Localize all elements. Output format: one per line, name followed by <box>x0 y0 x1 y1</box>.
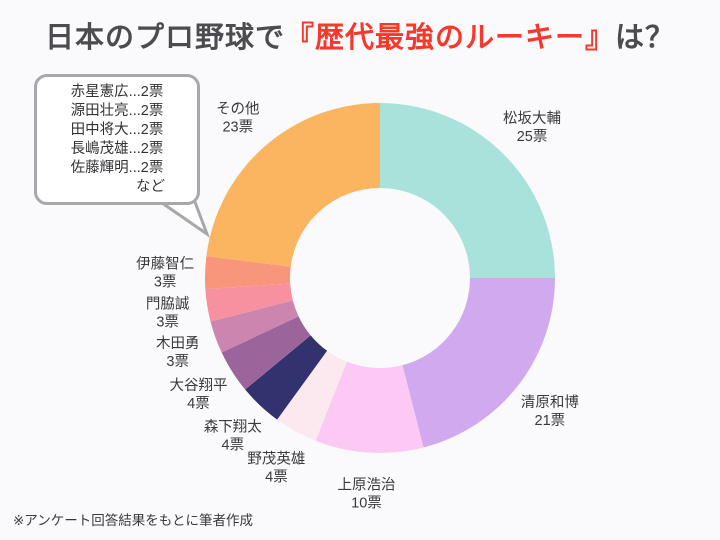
slice-label-9: その他 23票 <box>216 101 260 136</box>
slice-label-2: 上原浩治 10票 <box>338 477 396 512</box>
slice-label-4: 森下翔太 4票 <box>204 419 262 454</box>
slice-label-6: 木田勇 3票 <box>156 335 200 370</box>
donut-slice-7 <box>205 283 293 322</box>
slice-label-3: 野茂英雄 4票 <box>247 449 305 485</box>
source-footnote: ※アンケート回答結果をもとに筆者作成 <box>13 513 254 528</box>
chart-title: 日本のプロ野球で『歴代最強のルーキー』は？ <box>0 14 720 56</box>
slice-label-1: 清原和博 21票 <box>521 394 579 429</box>
donut-slice-9 <box>206 103 380 267</box>
title-highlight: 『歴代最強のルーキー』 <box>284 22 615 54</box>
callout-line: 田中将大...2票 <box>70 122 164 138</box>
title-prefix: 日本のプロ野球で <box>44 22 285 54</box>
callout-line: 佐藤輝明...2票 <box>70 160 164 176</box>
slice-label-5: 大谷翔平 4票 <box>169 377 227 412</box>
donut-slice-0 <box>380 103 555 278</box>
callout-line: 長嶋茂雄...2票 <box>70 141 164 157</box>
title-suffix: は？ <box>615 22 676 54</box>
callout-lines: 赤星憲広...2票 源田壮亮...2票 田中将大...2票 長嶋茂雄...2票 佐藤輝明… <box>43 83 191 178</box>
slice-label-7: 門脇誠 3票 <box>146 296 190 331</box>
donut-slice-3 <box>277 350 347 441</box>
slice-label-8: 伊藤智仁 3票 <box>136 255 194 290</box>
callout-etc-label: など <box>136 179 165 195</box>
callout-line: 赤星憲広...2票 <box>70 84 164 100</box>
callout-line: 源田壮亮...2票 <box>70 103 164 119</box>
donut-slice-6 <box>210 300 299 353</box>
donut-slice-1 <box>402 278 555 448</box>
donut-slice-4 <box>245 335 328 420</box>
donut-slice-5 <box>221 316 311 390</box>
donut-slice-2 <box>315 361 424 453</box>
donut-slice-8 <box>205 256 291 289</box>
slice-label-0: 松坂大輔 25票 <box>503 110 561 145</box>
others-breakdown-callout: 赤星憲広...2票 源田壮亮...2票 田中将大...2票 長嶋茂雄...2票 佐藤輝明… <box>34 74 200 205</box>
